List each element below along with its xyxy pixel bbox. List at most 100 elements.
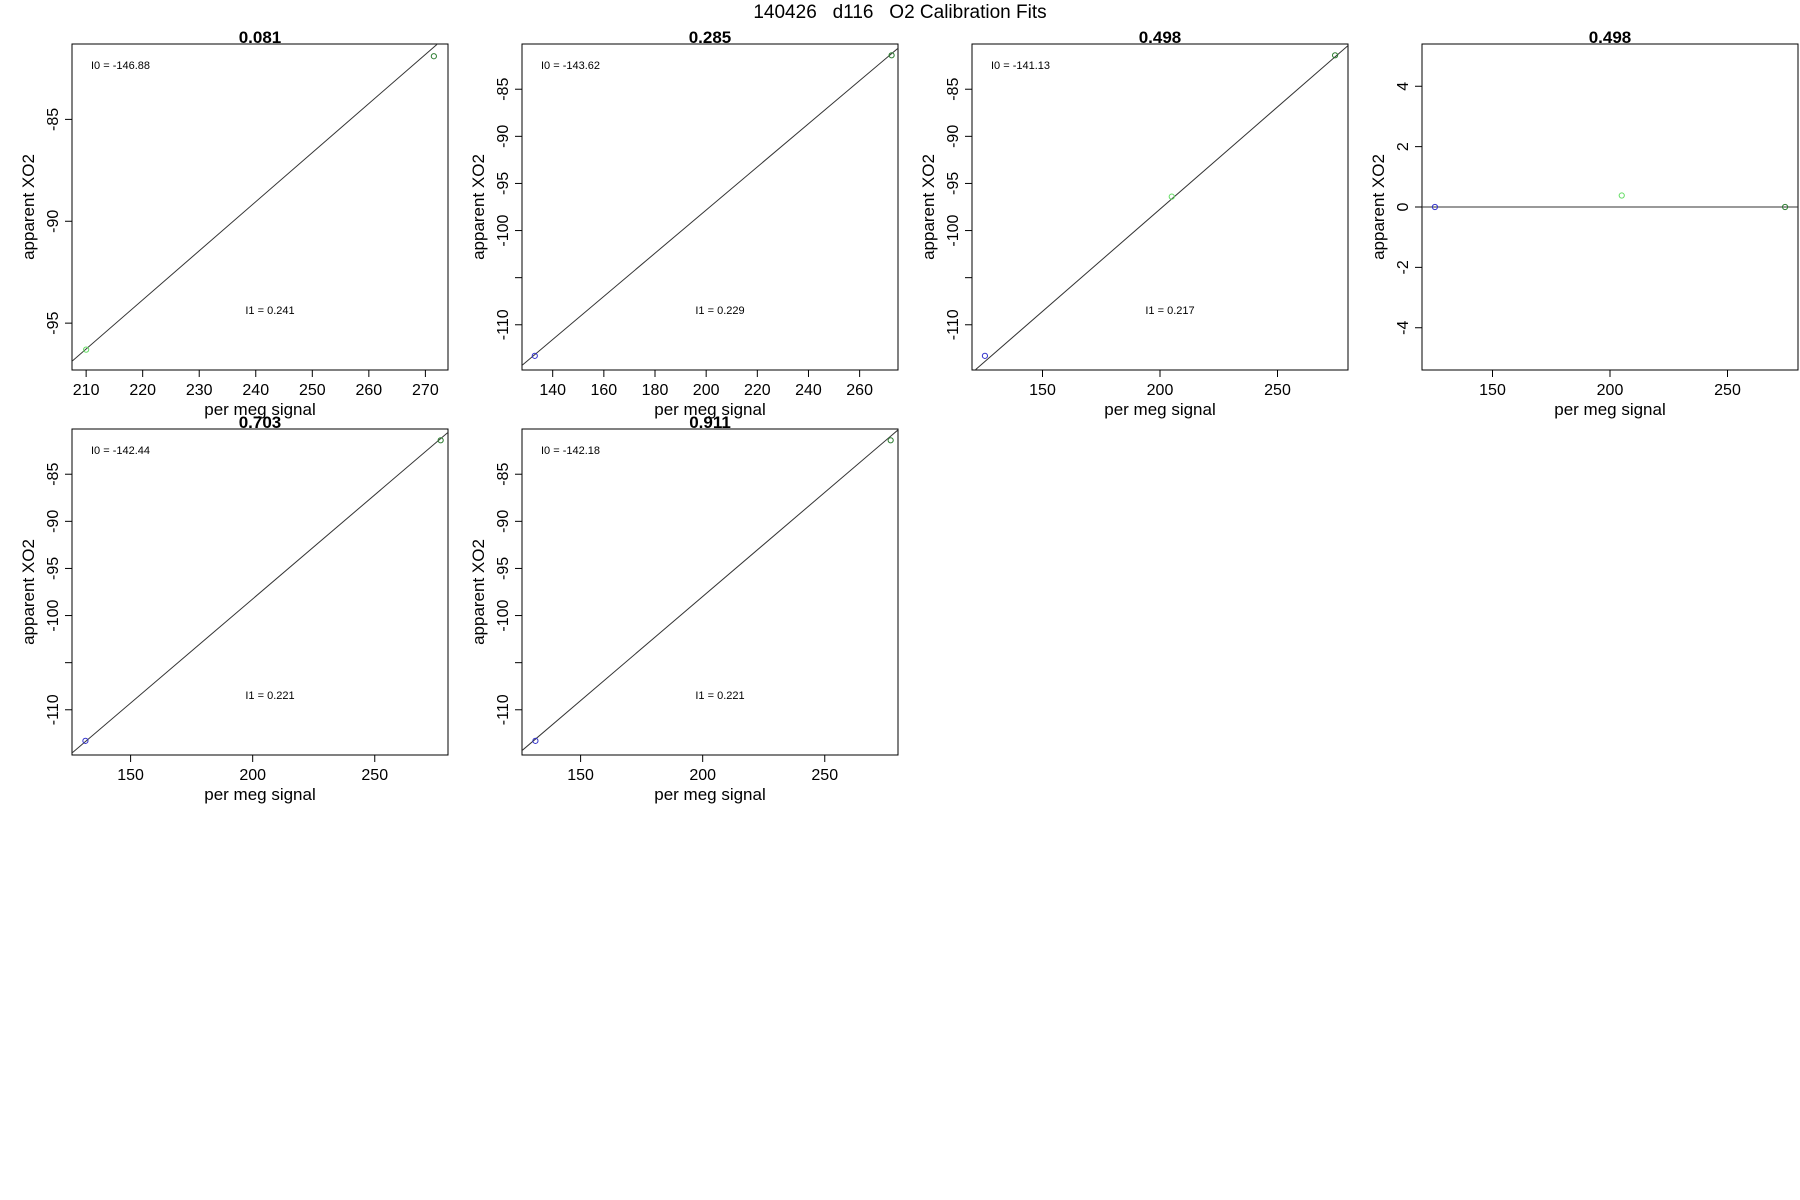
x-tick-label: 240 [795, 382, 822, 399]
data-point [1331, 52, 1339, 59]
slope-annotation: I1 = 0.221 [695, 690, 744, 702]
x-tick-label: 220 [129, 382, 156, 399]
x-axis-label: per meg signal [204, 785, 316, 804]
x-tick-label: 260 [846, 382, 873, 399]
fit-line [72, 44, 439, 362]
x-tick-label: 250 [811, 767, 838, 784]
panel-title: 0.498 [1589, 28, 1632, 47]
x-tick-label: 150 [567, 767, 594, 784]
y-tick-label: -110 [945, 309, 962, 340]
fit-line [974, 45, 1348, 370]
slope-annotation: I1 = 0.229 [695, 305, 744, 317]
x-tick-label: 250 [1714, 382, 1741, 399]
y-tick-label: 0 [1395, 202, 1412, 211]
chart-panel-2: 0.285 140 160 180 200 220 240 260 -85 -90 -95 -100 -… [469, 28, 899, 419]
panel-title: 0.498 [1139, 28, 1182, 47]
y-tick-label: 4 [1395, 82, 1412, 91]
y-tick-label: -90 [945, 125, 962, 148]
y-tick-label: -85 [45, 108, 62, 131]
plot-frame [971, 43, 1349, 371]
data-point [83, 346, 90, 353]
y-tick-label: -90 [495, 125, 512, 148]
plot-frame [521, 43, 899, 371]
y-tick-label: -110 [495, 694, 512, 725]
plot-frame [71, 43, 449, 371]
panel-title: 0.703 [239, 413, 282, 432]
intercept-annotation: I0 = -146.88 [91, 60, 150, 72]
y-tick-label: -85 [495, 463, 512, 486]
data-point [1431, 203, 1439, 211]
x-tick-label: 150 [1029, 382, 1056, 399]
y-tick-label: -90 [45, 510, 62, 533]
x-tick-label: 150 [1479, 382, 1506, 399]
x-axis-label: per meg signal [1554, 400, 1666, 419]
x-tick-label: 180 [642, 382, 669, 399]
x-tick-label: 250 [361, 767, 388, 784]
slope-annotation: I1 = 0.221 [245, 690, 294, 702]
x-tick-label: 210 [73, 382, 100, 399]
x-tick-label: 270 [412, 382, 439, 399]
y-tick-label: -110 [495, 309, 512, 340]
x-tick-label: 200 [689, 767, 716, 784]
y-tick-label: -90 [45, 210, 62, 233]
fit-line [522, 47, 898, 366]
intercept-annotation: I0 = -142.18 [541, 445, 600, 457]
plot-frame [521, 428, 899, 756]
chart-panel-6: 0.911 150 200 250 -85 -90 -95 -100 -110 per meg s… [469, 413, 899, 804]
x-tick-label: 200 [239, 767, 266, 784]
fit-line [72, 432, 448, 754]
y-tick-label: -100 [45, 599, 62, 631]
x-tick-label: 220 [744, 382, 771, 399]
panel-title: 0.285 [689, 28, 732, 47]
panel-title: 0.081 [239, 28, 282, 47]
data-point [1618, 192, 1625, 199]
y-axis-label: apparent XO2 [1369, 154, 1388, 260]
y-tick-label: -95 [945, 172, 962, 195]
data-point [888, 52, 895, 59]
y-tick-label: -100 [945, 214, 962, 246]
x-tick-label: 250 [1264, 382, 1291, 399]
fit-line [522, 429, 898, 751]
data-point [1168, 193, 1175, 200]
figure-title: 140426 d116 O2 Calibration Fits [753, 2, 1047, 23]
plot-frame [71, 428, 449, 756]
y-axis-label: apparent XO2 [19, 154, 38, 260]
y-tick-label: -100 [495, 599, 512, 631]
slope-annotation: I1 = 0.217 [1145, 305, 1194, 317]
x-tick-label: 200 [1147, 382, 1174, 399]
y-tick-label: -85 [495, 78, 512, 101]
x-tick-label: 250 [299, 382, 326, 399]
y-tick-label: -2 [1395, 260, 1412, 274]
chart-panel-3: 0.498 150 200 250 -85 -90 -95 -100 -110 per meg s… [919, 28, 1349, 419]
slope-annotation: I1 = 0.241 [245, 305, 294, 317]
x-tick-label: 240 [242, 382, 269, 399]
y-tick-label: -110 [45, 694, 62, 725]
x-axis-label: per meg signal [1104, 400, 1216, 419]
intercept-annotation: I0 = -141.13 [991, 60, 1050, 72]
data-point [887, 437, 894, 444]
data-point [437, 437, 444, 444]
x-tick-label: 160 [590, 382, 617, 399]
y-axis-label: apparent XO2 [469, 154, 488, 260]
chart-panel-4: 0.498 150 200 250 4 2 0 -2 -4 per meg signal appar… [1369, 28, 1799, 419]
y-tick-label: -85 [945, 78, 962, 101]
x-tick-label: 200 [693, 382, 720, 399]
y-tick-label: -100 [495, 214, 512, 246]
y-tick-label: -95 [495, 557, 512, 580]
x-tick-label: 260 [355, 382, 382, 399]
data-point [82, 737, 89, 744]
y-tick-label: -85 [45, 463, 62, 486]
x-tick-label: 230 [186, 382, 213, 399]
y-tick-label: 2 [1395, 142, 1412, 151]
data-point [532, 737, 539, 744]
y-tick-label: -95 [45, 557, 62, 580]
x-axis-label: per meg signal [654, 400, 766, 419]
chart-panel-1: 0.081 210 220 230 240 250 260 270 -85 -90 -95 per m… [19, 28, 449, 419]
y-axis-label: apparent XO2 [19, 539, 38, 645]
y-tick-label: -95 [495, 172, 512, 195]
data-point [1781, 203, 1789, 211]
y-tick-label: -95 [45, 311, 62, 334]
x-tick-label: 150 [117, 767, 144, 784]
data-point [531, 352, 538, 359]
x-axis-label: per meg signal [204, 400, 316, 419]
